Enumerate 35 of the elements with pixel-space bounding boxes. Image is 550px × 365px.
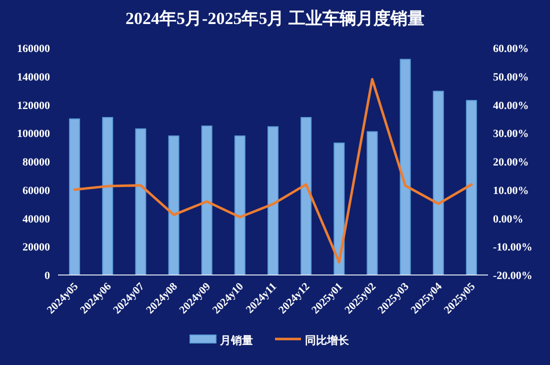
line-series [73, 78, 473, 264]
y2-tick-label: -10.00% [493, 242, 532, 254]
chart-title: 2024年5月-2025年5月 工业车辆月度销量 [126, 9, 424, 28]
y2-tick-label: 30.00% [493, 128, 529, 140]
bar [201, 126, 212, 276]
y2-tick-label: 50.00% [493, 71, 529, 84]
y-tick-label: 80000 [22, 156, 50, 168]
y2-tick-label: 40.00% [493, 100, 529, 112]
y-tick-label: 20000 [22, 242, 50, 254]
y-tick-label: 60000 [22, 184, 50, 197]
bar [102, 117, 114, 276]
y2-tick-label: 20.00% [493, 156, 529, 168]
y2-tick-label: -20.00% [493, 270, 532, 282]
bar [466, 100, 477, 276]
bar [366, 131, 378, 276]
y-tick-label: 0 [44, 270, 50, 282]
bar [135, 128, 146, 276]
y-tick-label: 120000 [17, 100, 50, 112]
bar [400, 58, 411, 276]
bar [168, 135, 180, 276]
legend-label: 同比增长 [305, 334, 350, 347]
y2-tick-label: 10.00% [493, 184, 529, 197]
y-tick-label: 160000 [17, 43, 50, 55]
bar [334, 142, 345, 276]
y2-tick-label: 60.00% [493, 43, 529, 55]
bar [69, 118, 80, 276]
y2-tick-label: 0.00% [493, 213, 524, 226]
y-tick-label: 40000 [22, 213, 50, 226]
bar [234, 135, 246, 276]
y-tick-label: 140000 [17, 71, 50, 84]
y-tick-label: 100000 [17, 128, 50, 140]
bar [268, 126, 278, 276]
bar [432, 90, 444, 276]
bar [300, 117, 312, 276]
legend-label: 月销量 [219, 335, 253, 347]
